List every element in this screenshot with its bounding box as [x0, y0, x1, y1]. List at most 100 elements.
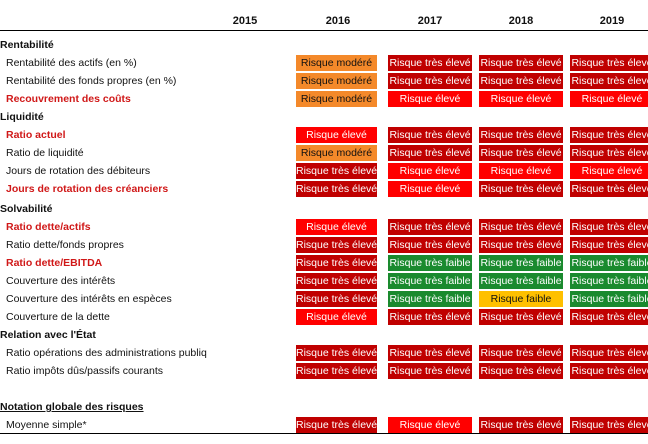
table-row: Ratio opérations des administrations pub… — [0, 344, 648, 362]
risk-cell-risque-eleve: Risque élevé — [388, 163, 472, 179]
table-row: Couverture de la dette Risque élevé Risque… — [0, 308, 648, 326]
header-rule — [0, 30, 648, 31]
table-row: Ratio dette/fonds propres Risque très éle… — [0, 236, 648, 254]
risk-cell-risque-eleve: Risque élevé — [570, 163, 648, 179]
risk-cell-risque-modere: Risque modéré — [296, 91, 377, 107]
risk-cell-risque-tres-eleve: Risque très élevé — [296, 273, 377, 289]
risk-cell-risque-tres-eleve: Risque très élevé — [570, 237, 648, 253]
risk-cell-risque-tres-eleve: Risque très élevé — [296, 255, 377, 271]
risk-cell-risque-tres-eleve: Risque très élevé — [388, 309, 472, 325]
risk-cell-risque-modere: Risque modéré — [296, 55, 377, 71]
section-row: Solvabilité — [0, 200, 648, 218]
risk-cell-risque-eleve: Risque élevé — [296, 309, 377, 325]
table-row: Couverture des intérêts en espèces Risque… — [0, 290, 648, 308]
risk-cell-risque-tres-faible: Risque très faible — [570, 255, 648, 271]
risk-cell-risque-tres-eleve: Risque très élevé — [479, 55, 563, 71]
risk-cell-risque-tres-eleve: Risque très élevé — [570, 181, 648, 197]
row-label: Moyenne simple* — [6, 419, 87, 431]
row-label: Ratio dette/fonds propres — [6, 239, 124, 251]
table-row: Recouvrement des coûts Risque modéré Risqu… — [0, 90, 648, 108]
risk-cell-risque-tres-faible: Risque très faible — [479, 255, 563, 271]
risk-cell-risque-eleve: Risque élevé — [388, 91, 472, 107]
risk-cell-risque-faible: Risque faible — [479, 291, 563, 307]
risk-cell-risque-tres-eleve: Risque très élevé — [479, 127, 563, 143]
table-row: Ratio actuel Risque élevé Risque très élev… — [0, 126, 648, 144]
risk-cell-risque-tres-eleve: Risque très élevé — [388, 219, 472, 235]
risk-cell-risque-tres-eleve: Risque très élevé — [388, 127, 472, 143]
row-label: Couverture des intérêts en espèces — [6, 293, 172, 305]
row-label: Rentabilité des fonds propres (en %) — [6, 75, 177, 87]
table-row: Jours de rotation des débiteurs Risque tr… — [0, 162, 648, 180]
risk-cell-risque-tres-eleve: Risque très élevé — [570, 309, 648, 325]
section-heading: Relation avec l'État — [0, 329, 96, 341]
row-label: Couverture des intérêts — [6, 275, 116, 287]
risk-cell-risque-modere: Risque modéré — [296, 145, 377, 161]
risk-cell-risque-eleve: Risque élevé — [570, 91, 648, 107]
risk-cell-risque-eleve: Risque élevé — [296, 127, 377, 143]
table-row: Rentabilité des actifs (en %) Risque modé… — [0, 54, 648, 72]
table-row: Jours de rotation des créanciers Risque t… — [0, 180, 648, 198]
risk-cell-risque-tres-eleve: Risque très élevé — [479, 145, 563, 161]
year-header-2018: 2018 — [508, 15, 534, 27]
bottom-rule — [0, 433, 648, 434]
risk-cell-risque-eleve: Risque élevé — [479, 91, 563, 107]
table-row: Ratio impôts dûs/passifs courants Risque … — [0, 362, 648, 380]
risk-cell-risque-tres-eleve: Risque très élevé — [570, 73, 648, 89]
risk-cell-risque-tres-eleve: Risque très élevé — [296, 163, 377, 179]
risk-cell-risque-modere: Risque modéré — [296, 73, 377, 89]
section-heading: Liquidité — [0, 111, 44, 123]
risk-cell-risque-eleve: Risque élevé — [388, 417, 472, 433]
risk-cell-risque-tres-eleve: Risque très élevé — [479, 345, 563, 361]
row-label: Ratio de liquidité — [6, 147, 84, 159]
year-header-2015: 2015 — [232, 15, 258, 27]
risk-cell-risque-tres-eleve: Risque très élevé — [296, 417, 377, 433]
table-row: Couverture des intérêts Risque très élevé… — [0, 272, 648, 290]
risk-cell-risque-tres-faible: Risque très faible — [570, 291, 648, 307]
section-row: Notation globale des risques — [0, 398, 648, 416]
table-row: Moyenne simple* Risque très élevé Risque é… — [0, 416, 648, 434]
row-label: Couverture de la dette — [6, 311, 110, 323]
spacer-row — [0, 380, 648, 398]
risk-cell-risque-tres-eleve: Risque très élevé — [479, 417, 563, 433]
risk-cell-risque-tres-eleve: Risque très élevé — [296, 345, 377, 361]
risk-cell-risque-tres-eleve: Risque très élevé — [570, 219, 648, 235]
row-label: Jours de rotation des débiteurs — [6, 165, 151, 177]
risk-cell-risque-tres-eleve: Risque très élevé — [388, 145, 472, 161]
risk-cell-risque-tres-eleve: Risque très élevé — [388, 363, 472, 379]
risk-cell-risque-tres-eleve: Risque très élevé — [570, 145, 648, 161]
risk-cell-risque-tres-faible: Risque très faible — [388, 255, 472, 271]
risk-cell-risque-tres-faible: Risque très faible — [388, 291, 472, 307]
risk-cell-risque-tres-eleve: Risque très élevé — [479, 237, 563, 253]
risk-cell-risque-tres-eleve: Risque très élevé — [479, 219, 563, 235]
risk-cell-risque-tres-eleve: Risque très élevé — [296, 291, 377, 307]
risk-cell-risque-tres-eleve: Risque très élevé — [388, 73, 472, 89]
risk-cell-risque-tres-eleve: Risque très élevé — [388, 345, 472, 361]
table-row: Ratio de liquidité Risque modéré Risque tr… — [0, 144, 648, 162]
row-label: Ratio dette/EBITDA — [6, 257, 103, 269]
row-label: Ratio dette/actifs — [6, 221, 91, 233]
risk-cell-risque-tres-eleve: Risque très élevé — [479, 73, 563, 89]
risk-cell-risque-tres-faible: Risque très faible — [570, 273, 648, 289]
risk-cell-risque-tres-eleve: Risque très élevé — [570, 417, 648, 433]
row-label: Rentabilité des actifs (en %) — [6, 57, 137, 69]
section-heading: Solvabilité — [0, 203, 53, 215]
risk-cell-risque-tres-eleve: Risque très élevé — [570, 345, 648, 361]
risk-cell-risque-tres-faible: Risque très faible — [388, 273, 472, 289]
row-label: Ratio opérations des administrations pub… — [6, 347, 207, 359]
risk-cell-risque-tres-eleve: Risque très élevé — [388, 237, 472, 253]
risk-cell-risque-tres-eleve: Risque très élevé — [479, 181, 563, 197]
year-header-2017: 2017 — [417, 15, 443, 27]
risk-cell-risque-tres-eleve: Risque très élevé — [479, 363, 563, 379]
risk-cell-risque-tres-faible: Risque très faible — [479, 273, 563, 289]
risk-cell-risque-tres-eleve: Risque très élevé — [296, 363, 377, 379]
risk-cell-risque-eleve: Risque élevé — [388, 181, 472, 197]
table-row: Ratio dette/EBITDA Risque très élevé Risqu… — [0, 254, 648, 272]
risk-cell-risque-tres-eleve: Risque très élevé — [479, 309, 563, 325]
risk-cell-risque-tres-eleve: Risque très élevé — [570, 363, 648, 379]
risk-cell-risque-tres-eleve: Risque très élevé — [570, 55, 648, 71]
risk-cell-risque-tres-eleve: Risque très élevé — [570, 127, 648, 143]
risk-cell-risque-eleve: Risque élevé — [479, 163, 563, 179]
section-heading: Notation globale des risques — [0, 401, 144, 413]
row-label: Recouvrement des coûts — [6, 93, 131, 105]
risk-cell-risque-eleve: Risque élevé — [296, 219, 377, 235]
